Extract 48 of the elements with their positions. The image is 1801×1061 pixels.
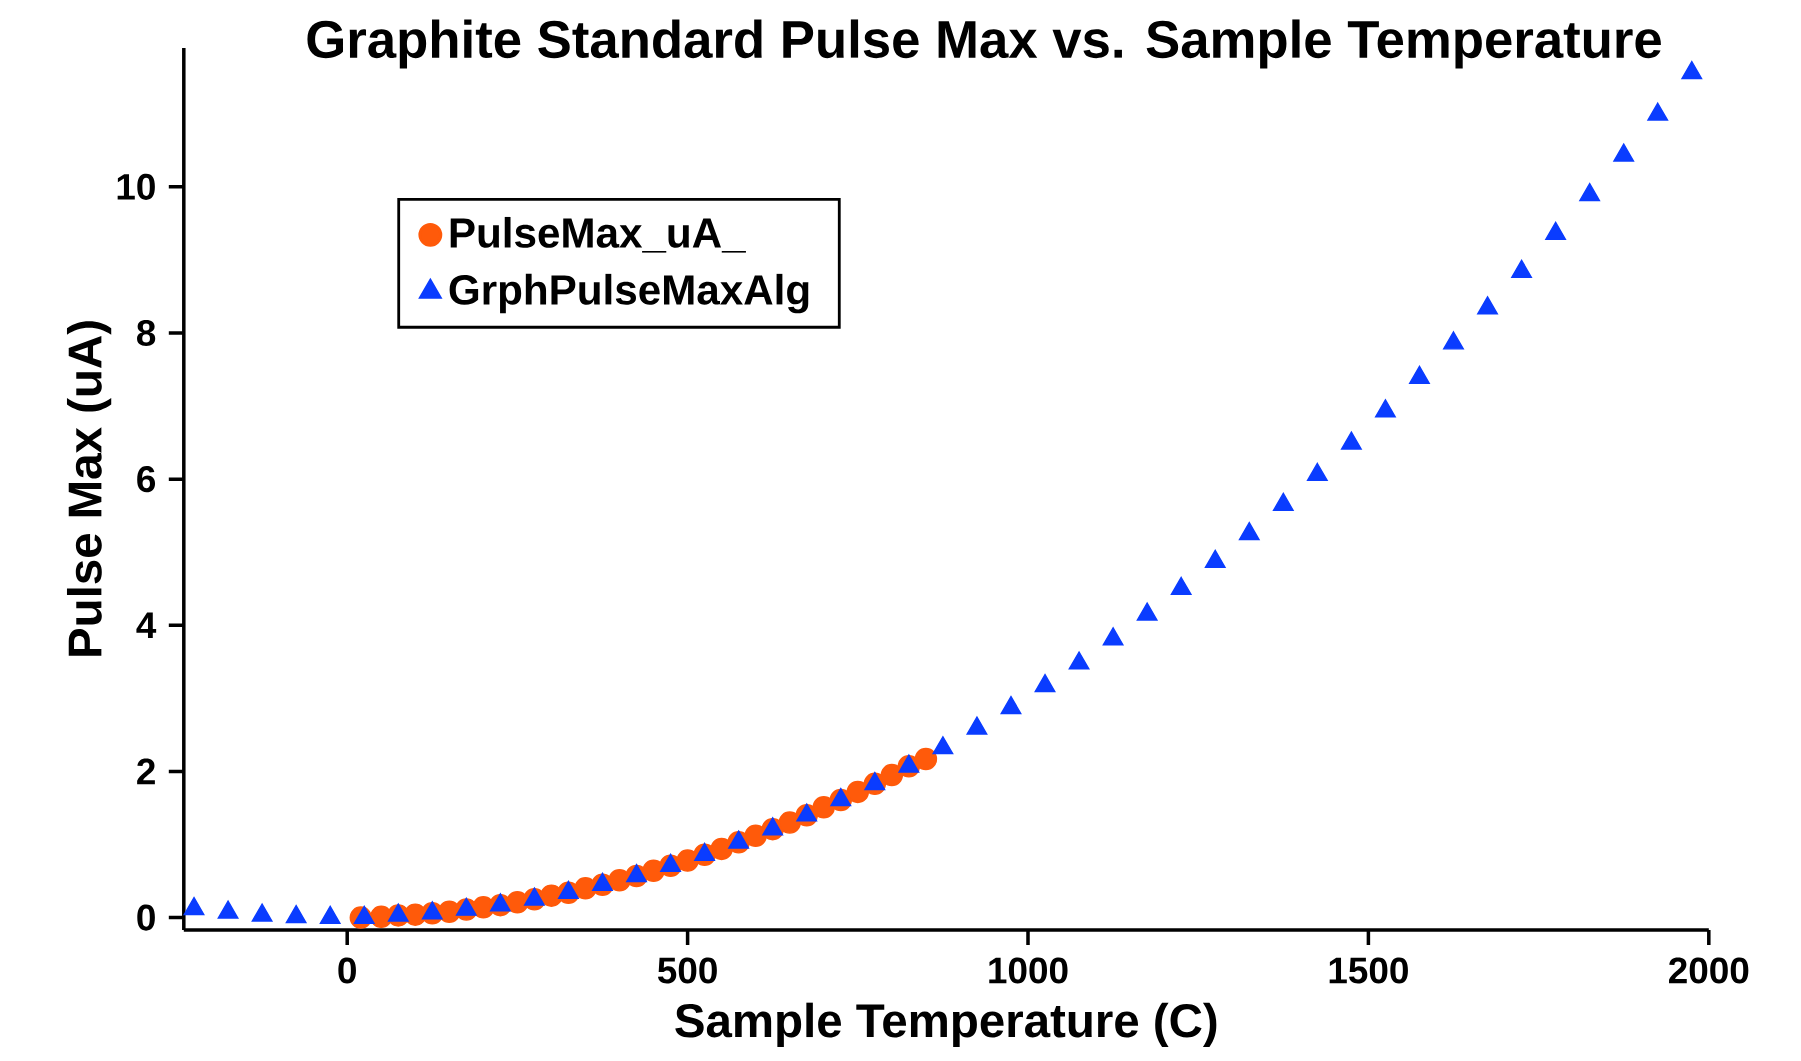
y-tick-label: 4 (136, 612, 157, 638)
y-tick-label: 0 (137, 904, 155, 931)
point (914, 747, 938, 771)
point (1102, 627, 1124, 646)
x-tick-label: 0 (338, 957, 356, 984)
point (1579, 182, 1601, 202)
point (1034, 673, 1056, 693)
legend-label: GrphPulseMaxAlg (449, 273, 809, 314)
x-axis-title: Sample Temperature (C) (675, 1002, 1217, 1047)
x-tick-label: 1500 (1329, 957, 1408, 984)
point (1340, 431, 1362, 450)
point (1511, 259, 1533, 278)
point (778, 811, 801, 834)
point (898, 754, 920, 773)
point (1204, 549, 1226, 569)
legend-label: PulseMax_uA_ (450, 216, 746, 253)
x-tick-label: 500 (657, 957, 717, 984)
point (676, 849, 699, 872)
point (1409, 365, 1430, 384)
y-tick-label: 8 (137, 319, 156, 347)
y-tick-label: 2 (137, 758, 155, 785)
x-tick-label: 2000 (1669, 957, 1749, 984)
point (880, 763, 904, 787)
point (812, 795, 836, 819)
point (846, 780, 870, 804)
point (1068, 651, 1090, 670)
point (1374, 399, 1396, 418)
point (1443, 331, 1464, 350)
point (1000, 695, 1022, 715)
point (1306, 462, 1328, 482)
chart-title: Graphite Standard Pulse Max vs. Sample Temperature (307, 19, 1661, 69)
point (966, 716, 988, 735)
y-axis-title: Pulse Max (uA) (66, 321, 112, 656)
point (932, 736, 954, 755)
point (1647, 102, 1669, 121)
point (1136, 602, 1158, 621)
point (710, 837, 733, 861)
x-tick-label: 1000 (989, 957, 1068, 984)
point (744, 824, 767, 847)
y-tick-label: 10 (117, 173, 155, 200)
point (1272, 492, 1294, 512)
point (1477, 296, 1498, 315)
point (1613, 143, 1635, 162)
point (1238, 521, 1260, 541)
point (1170, 576, 1192, 596)
point (1681, 60, 1703, 80)
y-tick-label: 6 (137, 466, 156, 493)
point (1545, 221, 1567, 240)
